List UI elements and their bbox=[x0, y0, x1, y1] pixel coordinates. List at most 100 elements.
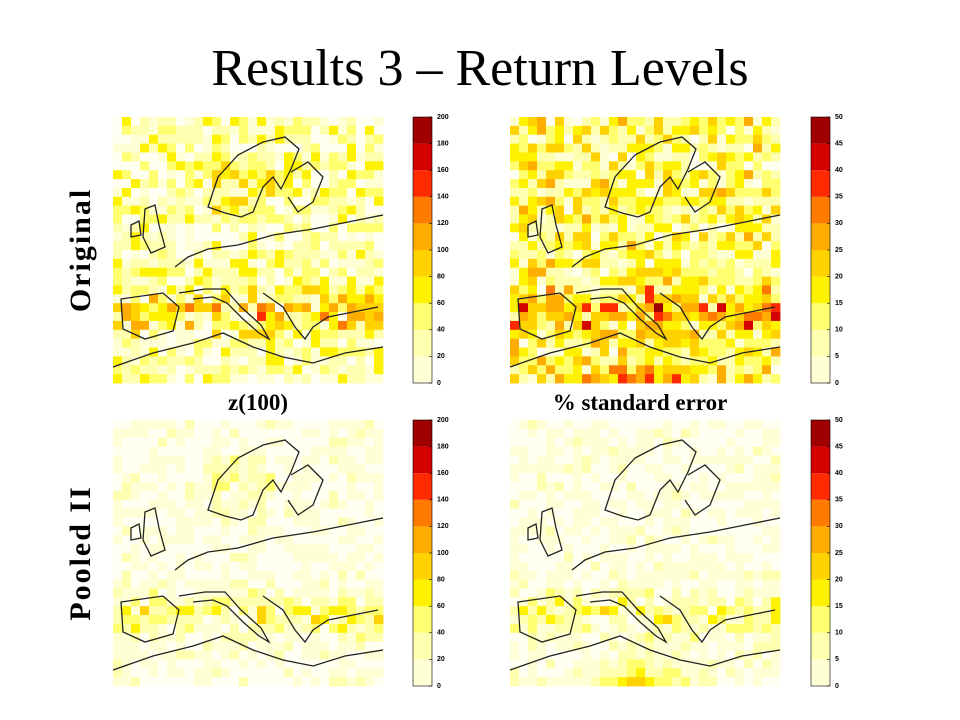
map-cell bbox=[248, 517, 258, 527]
map-cell bbox=[230, 214, 240, 224]
map-cell bbox=[248, 499, 258, 510]
map-cell bbox=[510, 338, 520, 348]
map-cell bbox=[248, 143, 258, 153]
map-cell bbox=[356, 597, 366, 607]
map-cell bbox=[681, 187, 691, 198]
map-cell bbox=[293, 641, 303, 651]
map-cell bbox=[690, 170, 700, 180]
map-cell bbox=[654, 374, 664, 384]
map-cell bbox=[600, 650, 610, 660]
map-cell bbox=[726, 267, 736, 277]
map-cell bbox=[320, 152, 330, 162]
map-cell bbox=[753, 161, 763, 171]
map-cell bbox=[167, 659, 177, 669]
map-cell bbox=[167, 276, 177, 286]
map-cell bbox=[699, 285, 709, 295]
map-cell bbox=[302, 535, 312, 545]
map-cell bbox=[609, 544, 619, 554]
map-cell bbox=[266, 347, 276, 357]
map-cell bbox=[582, 170, 592, 180]
map-cell bbox=[302, 285, 312, 295]
map-cell bbox=[365, 285, 375, 295]
map-cell bbox=[167, 134, 177, 144]
map-cell bbox=[338, 446, 348, 456]
map-cell bbox=[708, 517, 718, 527]
map-cell bbox=[537, 356, 547, 366]
map-cell bbox=[618, 428, 628, 439]
map-cell bbox=[636, 464, 646, 474]
map-cell bbox=[221, 508, 231, 518]
map-cell bbox=[519, 588, 529, 598]
map-cell bbox=[672, 482, 682, 492]
map-cell bbox=[726, 420, 736, 430]
map-cell bbox=[573, 428, 583, 439]
map-cell bbox=[176, 420, 186, 430]
map-cell bbox=[510, 659, 520, 669]
map-cell bbox=[347, 588, 357, 598]
map-cell bbox=[302, 561, 312, 572]
map-cell bbox=[627, 365, 637, 375]
map-cell bbox=[753, 312, 763, 322]
map-cell bbox=[338, 615, 348, 625]
map-cell bbox=[302, 641, 312, 651]
map-cell bbox=[510, 374, 520, 384]
map-cell bbox=[293, 329, 303, 340]
map-cell bbox=[519, 623, 529, 634]
map-cell bbox=[239, 428, 249, 439]
map-cell bbox=[230, 356, 240, 366]
colorbar-segment bbox=[811, 446, 830, 474]
map-cell bbox=[672, 117, 682, 127]
map-cell bbox=[194, 641, 204, 651]
map-cell bbox=[699, 294, 709, 304]
map-cell bbox=[275, 223, 285, 233]
map-cell bbox=[573, 473, 583, 483]
map-cell bbox=[510, 677, 520, 687]
map-cell bbox=[275, 143, 285, 153]
map-cell bbox=[591, 508, 601, 518]
map-cell bbox=[726, 232, 736, 242]
map-cell bbox=[537, 490, 547, 501]
map-cell bbox=[735, 615, 745, 625]
map-cell bbox=[555, 437, 565, 447]
map-cell bbox=[239, 303, 249, 313]
map-cell bbox=[293, 232, 303, 242]
map-cell bbox=[663, 356, 673, 366]
map-cell bbox=[257, 437, 267, 447]
map-cell bbox=[726, 570, 736, 580]
map-cell bbox=[690, 579, 700, 589]
map-cell bbox=[320, 615, 330, 625]
map-cell bbox=[699, 320, 709, 331]
map-cell bbox=[239, 544, 249, 554]
map-cell bbox=[194, 374, 204, 384]
map-cell bbox=[365, 446, 375, 456]
map-cell bbox=[510, 553, 520, 563]
map-cell bbox=[176, 356, 186, 366]
map-cell bbox=[771, 347, 781, 357]
colorbar-tick-label: 0 bbox=[437, 380, 441, 387]
map-cell bbox=[555, 179, 565, 189]
map-cell bbox=[663, 668, 673, 678]
map-cell bbox=[356, 303, 366, 313]
map-cell bbox=[131, 258, 141, 269]
colorbar-tick-label: 20 bbox=[437, 656, 445, 663]
map-cell bbox=[645, 356, 655, 366]
map-cell bbox=[275, 232, 285, 242]
map-cell bbox=[735, 196, 745, 207]
map-cell bbox=[230, 561, 240, 572]
map-cell bbox=[681, 499, 691, 510]
map-cell bbox=[681, 267, 691, 277]
map-cell bbox=[329, 473, 339, 483]
map-cell bbox=[663, 420, 673, 430]
map-cell bbox=[537, 606, 547, 616]
map-cell bbox=[140, 526, 150, 536]
map-cell bbox=[320, 329, 330, 340]
map-cell bbox=[185, 303, 195, 313]
map-cell bbox=[347, 250, 357, 260]
map-cell bbox=[753, 490, 763, 501]
map-cell bbox=[726, 134, 736, 144]
map-cell bbox=[230, 338, 240, 348]
map-cell bbox=[618, 553, 628, 563]
map-cell bbox=[690, 365, 700, 375]
map-cell bbox=[627, 303, 637, 313]
map-cell bbox=[528, 241, 538, 251]
